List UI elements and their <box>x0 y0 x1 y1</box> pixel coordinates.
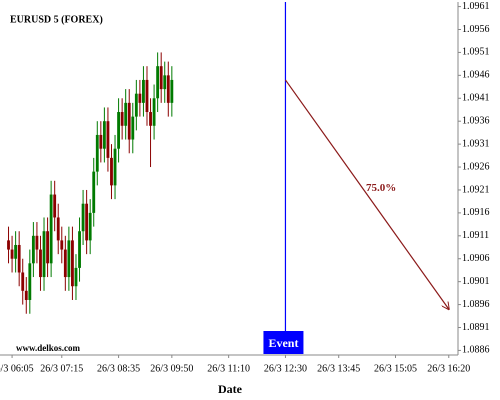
candle-body <box>71 240 74 287</box>
candle-body <box>110 157 113 186</box>
event-box <box>263 331 304 354</box>
y-tick-label: 1.0921 <box>462 184 490 195</box>
y-tick-label: 1.0931 <box>462 138 490 149</box>
candle-body <box>170 79 174 103</box>
candle-body <box>166 75 170 103</box>
candle-body <box>21 272 25 291</box>
arrow-label: 75.0% <box>366 182 396 194</box>
candle-body <box>127 102 131 140</box>
candle-body <box>152 98 156 126</box>
x-tick-label: 26/3 07:15 <box>40 363 83 374</box>
candle-body <box>113 148 117 186</box>
y-tick-label: 1.0926 <box>462 161 490 172</box>
candle-body <box>99 134 103 149</box>
candle-body <box>17 244 21 273</box>
candle-body <box>156 66 160 99</box>
candle-body <box>28 263 32 300</box>
candle-body <box>102 121 106 149</box>
candle-body <box>35 235 39 250</box>
candle-body <box>159 66 163 90</box>
y-tick-label: 1.0946 <box>462 70 490 81</box>
y-tick-label: 1.0896 <box>462 299 490 310</box>
candle-body <box>31 235 35 264</box>
x-tick-label: 26/3 13:45 <box>317 363 360 374</box>
x-axis-title: Date <box>218 382 243 396</box>
candle-body <box>7 240 10 250</box>
candle-body <box>81 203 85 232</box>
candle-body <box>145 79 149 113</box>
y-tick-label: 1.0911 <box>462 230 489 241</box>
x-tick-label: 26/3 09:50 <box>150 363 193 374</box>
candle-body <box>24 290 28 300</box>
candle-body <box>85 203 89 241</box>
candle-body <box>49 194 53 264</box>
x-tick-label: 26/3 12:30 <box>264 363 307 374</box>
candle-body <box>78 231 81 268</box>
candle-body <box>120 112 124 126</box>
y-tick-label: 1.0956 <box>462 24 490 35</box>
y-tick-label: 1.0941 <box>462 93 490 104</box>
candle-body <box>46 231 49 264</box>
candle-body <box>53 194 57 218</box>
forecast-arrow <box>284 79 448 309</box>
y-tick-label: 1.0891 <box>462 322 490 333</box>
y-tick-label: 1.0901 <box>462 276 490 287</box>
candle-body <box>63 249 67 278</box>
candle-body <box>95 134 99 172</box>
event-label: Event <box>268 336 298 350</box>
candle-body <box>117 112 121 149</box>
y-tick-label: 1.0886 <box>462 345 490 356</box>
candle-body <box>10 249 14 259</box>
candle-body <box>142 79 145 103</box>
candle-body <box>14 244 18 259</box>
x-tick-label: 26/3 11:10 <box>207 363 250 374</box>
candle-body <box>131 116 135 140</box>
candle-body <box>92 171 96 213</box>
candle-body <box>134 93 138 117</box>
y-tick-label: 1.0916 <box>462 207 490 218</box>
x-tick-label: 26/3 06:05 <box>0 363 34 374</box>
y-tick-label: 1.0951 <box>462 47 490 58</box>
candle-body <box>149 112 152 126</box>
candle-body <box>88 212 92 241</box>
candle-body <box>60 240 64 250</box>
candle-body <box>138 93 142 103</box>
candle-body <box>42 231 46 278</box>
watermark: www.delkos.com <box>16 343 81 353</box>
candle-body <box>39 249 42 278</box>
candle-body <box>56 217 60 241</box>
chart-title: EURUSD 5 (FOREX) <box>10 14 103 25</box>
candle-body <box>74 267 78 287</box>
x-tick-label: 26/3 16:20 <box>427 363 470 374</box>
candle-body <box>163 75 167 90</box>
y-tick-label: 1.0906 <box>462 253 490 264</box>
x-tick-label: 26/3 15:05 <box>374 363 417 374</box>
candle-body <box>106 121 110 158</box>
y-tick-label: 1.0961 <box>462 1 490 12</box>
candle-body <box>67 240 71 278</box>
y-tick-label: 1.0936 <box>462 115 490 126</box>
candle-body <box>124 102 128 126</box>
x-tick-label: 26/3 08:35 <box>97 363 140 374</box>
